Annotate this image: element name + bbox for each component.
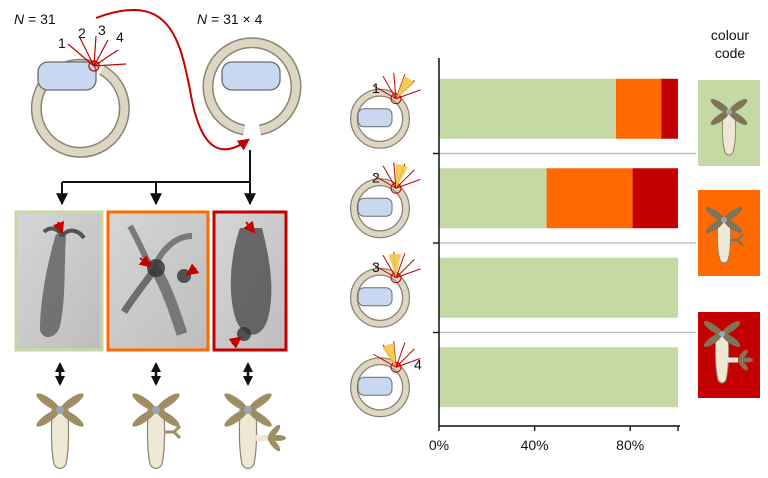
- photo-panel-triple: [212, 210, 288, 352]
- mini-ring-label-3: 3: [372, 259, 380, 275]
- mini-cut-line: [382, 75, 397, 100]
- colour-code-title-1: colour: [711, 27, 749, 43]
- polyp-icon-normal: [36, 393, 84, 470]
- mini-ring-label-2: 2: [372, 169, 380, 185]
- mini-ring-column: 1 2 3 4: [350, 72, 422, 418]
- mini-cut-line: [395, 74, 406, 99]
- mini-cut-wedge: [396, 164, 408, 189]
- bar-segment-row4-series1: [439, 347, 678, 408]
- bar-segment-row2-series1: [439, 168, 547, 229]
- mini-cut-line: [395, 89, 421, 100]
- polyp-icon-triple: [224, 393, 286, 470]
- mini-cut-center: [390, 93, 402, 105]
- mini-oral-disc: [357, 287, 393, 307]
- mini-cut-line: [395, 169, 415, 189]
- polyp-icon-double: [132, 393, 182, 470]
- mini-ring-fill: [351, 90, 409, 148]
- curved-transfer-arrow: [95, 8, 250, 151]
- mini-cut-line: [382, 254, 397, 279]
- x-tick-label: 40%: [521, 437, 549, 453]
- mini-cut-line: [393, 162, 397, 189]
- mini-oral-disc: [357, 108, 393, 128]
- mini-ring-label-4: 4: [414, 356, 422, 372]
- bar-segment-row1-series1: [439, 78, 616, 139]
- site-label-4: 4: [116, 29, 124, 45]
- mini-cut-line: [395, 342, 406, 368]
- mini-cut-line: [393, 72, 397, 99]
- mini-cut-line: [373, 353, 397, 368]
- mini-cut-line: [373, 174, 397, 189]
- mini-ring-fill: [351, 358, 409, 416]
- photo-panel-normal: [14, 210, 104, 352]
- n-left-label: N = 31: [14, 11, 56, 27]
- stacked-bar-chart: 0% 40% 80%: [429, 58, 696, 453]
- photo-panel-double: [106, 210, 210, 352]
- bar-segment-row1-series2: [615, 78, 662, 139]
- mini-cut-line: [382, 165, 397, 189]
- mini-cut-line: [395, 357, 421, 368]
- mini-ring-4: 4: [350, 341, 422, 418]
- x-tick-label: 80%: [616, 437, 644, 453]
- polyp-photo-normal: [40, 234, 66, 338]
- site-label-2: 2: [78, 25, 86, 41]
- mini-cut-wedge: [396, 76, 415, 99]
- planula-ring-right: [202, 37, 302, 136]
- colour-code-title-2: code: [715, 45, 746, 61]
- mini-cut-line: [395, 348, 415, 368]
- colour-code-legend: colour code: [698, 27, 760, 398]
- mini-cut-line: [395, 259, 415, 279]
- bar-segment-row3-series1: [439, 257, 678, 318]
- mini-ring-fill: [351, 269, 409, 327]
- branch-arrows: [56, 150, 256, 206]
- mini-cut-wedge: [388, 253, 401, 278]
- mini-ring-3: 3: [350, 251, 421, 328]
- mini-ring-label-1: 1: [372, 80, 380, 96]
- oral-disc-right: [221, 61, 281, 91]
- mini-cut-center: [390, 361, 402, 373]
- planula-ring-left: [30, 58, 130, 158]
- mini-cut-line: [373, 264, 397, 279]
- mini-cut-line: [373, 85, 397, 100]
- mini-oral-disc: [357, 376, 393, 396]
- red-marker-arrow: [52, 220, 65, 235]
- double-arrows: [55, 362, 253, 386]
- top-ring-group: N = 31 1 2 3 4 N = 31 × 4: [14, 8, 302, 158]
- site-label-3: 3: [98, 22, 106, 38]
- cut-lines-left: [67, 35, 127, 72]
- mini-cut-wedge: [382, 343, 396, 368]
- x-tick-label: 0%: [429, 437, 449, 453]
- mini-ring-fill: [351, 179, 409, 237]
- bar-segment-row2-series3: [632, 168, 678, 229]
- mini-cut-line: [395, 253, 406, 278]
- mini-ring-1: 1: [350, 72, 421, 149]
- site-label-1: 1: [58, 35, 66, 51]
- mini-cut-line: [395, 268, 421, 279]
- mini-ring-2: 2: [350, 162, 421, 239]
- mini-cut-line: [395, 178, 421, 189]
- oral-disc-left: [37, 61, 97, 91]
- bar-segment-row2-series2: [546, 168, 633, 229]
- bar-segment-row1-series3: [661, 78, 678, 139]
- mini-oral-disc: [357, 197, 393, 217]
- n-right-label: N = 31 × 4: [197, 11, 263, 27]
